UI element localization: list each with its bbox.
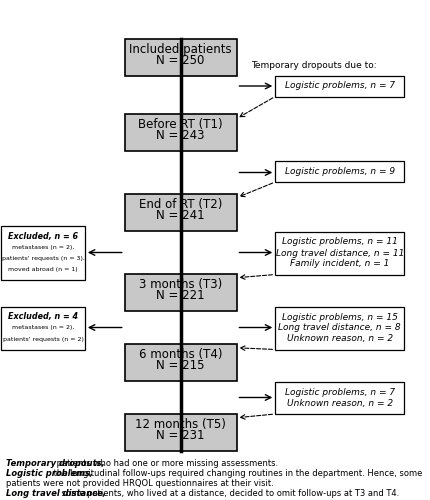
Text: N = 241: N = 241 bbox=[156, 209, 205, 222]
Text: Included patients: Included patients bbox=[129, 43, 232, 56]
FancyBboxPatch shape bbox=[275, 76, 404, 96]
Text: N = 250: N = 250 bbox=[157, 54, 205, 66]
Text: End of RT (T2): End of RT (T2) bbox=[139, 198, 222, 211]
Text: N = 243: N = 243 bbox=[157, 129, 205, 142]
FancyBboxPatch shape bbox=[125, 194, 236, 231]
FancyBboxPatch shape bbox=[1, 226, 85, 280]
Text: patients' requests (n = 3),: patients' requests (n = 3), bbox=[2, 256, 84, 261]
Text: Logistic problems, n = 15: Logistic problems, n = 15 bbox=[282, 312, 398, 322]
Text: Before RT (T1): Before RT (T1) bbox=[138, 118, 223, 130]
Text: N = 215: N = 215 bbox=[157, 359, 205, 372]
FancyBboxPatch shape bbox=[125, 114, 236, 151]
Text: 6 months (T4): 6 months (T4) bbox=[139, 348, 222, 361]
FancyBboxPatch shape bbox=[125, 414, 236, 451]
Text: metastases (n = 2),: metastases (n = 2), bbox=[12, 245, 74, 250]
Text: Temporary dropouts due to:: Temporary dropouts due to: bbox=[252, 60, 377, 70]
Text: moved abroad (n = 1): moved abroad (n = 1) bbox=[8, 267, 78, 272]
Text: some patients, who lived at a distance, decided to omit follow-ups at T3 and T4.: some patients, who lived at a distance, … bbox=[59, 490, 399, 498]
Text: Logistic problems, n = 9: Logistic problems, n = 9 bbox=[285, 167, 395, 176]
Text: patients who had one or more missing assessments.: patients who had one or more missing ass… bbox=[54, 460, 278, 468]
Text: Family incident, n = 1: Family incident, n = 1 bbox=[290, 260, 390, 268]
Text: Unknown reason, n = 2: Unknown reason, n = 2 bbox=[287, 399, 393, 408]
Text: Excluded, n = 6: Excluded, n = 6 bbox=[8, 232, 78, 241]
FancyBboxPatch shape bbox=[275, 232, 404, 274]
Text: 12 months (T5): 12 months (T5) bbox=[135, 418, 226, 430]
Text: Unknown reason, n = 2: Unknown reason, n = 2 bbox=[287, 334, 393, 344]
Text: Temporary dropouts,: Temporary dropouts, bbox=[6, 460, 105, 468]
Text: Long travel distance, n = 11: Long travel distance, n = 11 bbox=[276, 248, 404, 258]
Text: the longitudinal follow-ups required changing routines in the department. Hence,: the longitudinal follow-ups required cha… bbox=[51, 470, 423, 478]
FancyBboxPatch shape bbox=[125, 344, 236, 381]
FancyBboxPatch shape bbox=[275, 161, 404, 182]
Text: N = 221: N = 221 bbox=[156, 289, 205, 302]
Text: N = 231: N = 231 bbox=[157, 428, 205, 442]
Text: patients were not provided HRQOL questionnaires at their visit.: patients were not provided HRQOL questio… bbox=[6, 480, 274, 488]
Text: Long travel distance, n = 8: Long travel distance, n = 8 bbox=[278, 324, 401, 332]
Text: Logistic problems, n = 7: Logistic problems, n = 7 bbox=[285, 388, 395, 397]
Text: patients' requests (n = 2): patients' requests (n = 2) bbox=[3, 336, 83, 342]
Text: Logistic problems,: Logistic problems, bbox=[6, 470, 93, 478]
Text: metastases (n = 2),: metastases (n = 2), bbox=[12, 326, 74, 330]
Text: Excluded, n = 4: Excluded, n = 4 bbox=[8, 312, 78, 322]
FancyBboxPatch shape bbox=[275, 382, 404, 414]
Text: Logistic problems, n = 7: Logistic problems, n = 7 bbox=[285, 82, 395, 90]
FancyBboxPatch shape bbox=[125, 274, 236, 311]
Text: Logistic problems, n = 11: Logistic problems, n = 11 bbox=[282, 238, 398, 246]
FancyBboxPatch shape bbox=[125, 39, 236, 76]
FancyBboxPatch shape bbox=[1, 306, 85, 350]
Text: Long travel distance,: Long travel distance, bbox=[6, 490, 106, 498]
FancyBboxPatch shape bbox=[275, 306, 404, 350]
Text: 3 months (T3): 3 months (T3) bbox=[139, 278, 222, 291]
